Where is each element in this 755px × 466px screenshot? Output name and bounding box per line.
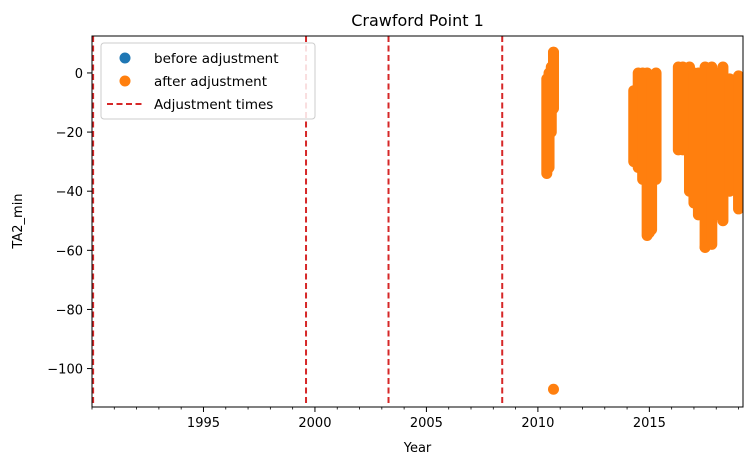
y-axis-label: TA2_min xyxy=(11,193,26,249)
x-tick-label-2015: 2015 xyxy=(633,416,666,431)
legend-label-before: before adjustment xyxy=(154,51,279,67)
x-tick-label-2010: 2010 xyxy=(521,416,554,431)
legend-box xyxy=(100,42,316,120)
x-tick-label-1995: 1995 xyxy=(187,416,220,431)
x-axis-label: Year xyxy=(403,441,432,456)
after-adjustment-point-3 xyxy=(699,241,711,253)
legend: before adjustment after adjustment Adjus… xyxy=(100,42,316,120)
y-tick-label-2: −40 xyxy=(56,185,83,200)
legend-label-adjustment: Adjustment times xyxy=(154,97,273,113)
after-adjustment-point-1 xyxy=(547,46,559,58)
y-tick-label-4: −80 xyxy=(56,303,83,318)
chart-title: Crawford Point 1 xyxy=(351,11,484,30)
x-tick-label-2005: 2005 xyxy=(410,416,443,431)
legend-marker-before xyxy=(119,52,131,64)
plot-frame xyxy=(91,35,744,408)
y-tick-label-5: −100 xyxy=(47,363,83,378)
after-adjustment-point-2 xyxy=(643,227,655,239)
y-tick-label-0: 0 xyxy=(75,67,83,82)
legend-label-after: after adjustment xyxy=(154,74,267,90)
y-tick-label-3: −60 xyxy=(56,244,83,259)
after-adjustment-point-0 xyxy=(547,383,559,395)
legend-marker-after xyxy=(119,75,131,87)
x-tick-label-2000: 2000 xyxy=(298,416,331,431)
y-tick-label-1: −20 xyxy=(56,126,83,141)
